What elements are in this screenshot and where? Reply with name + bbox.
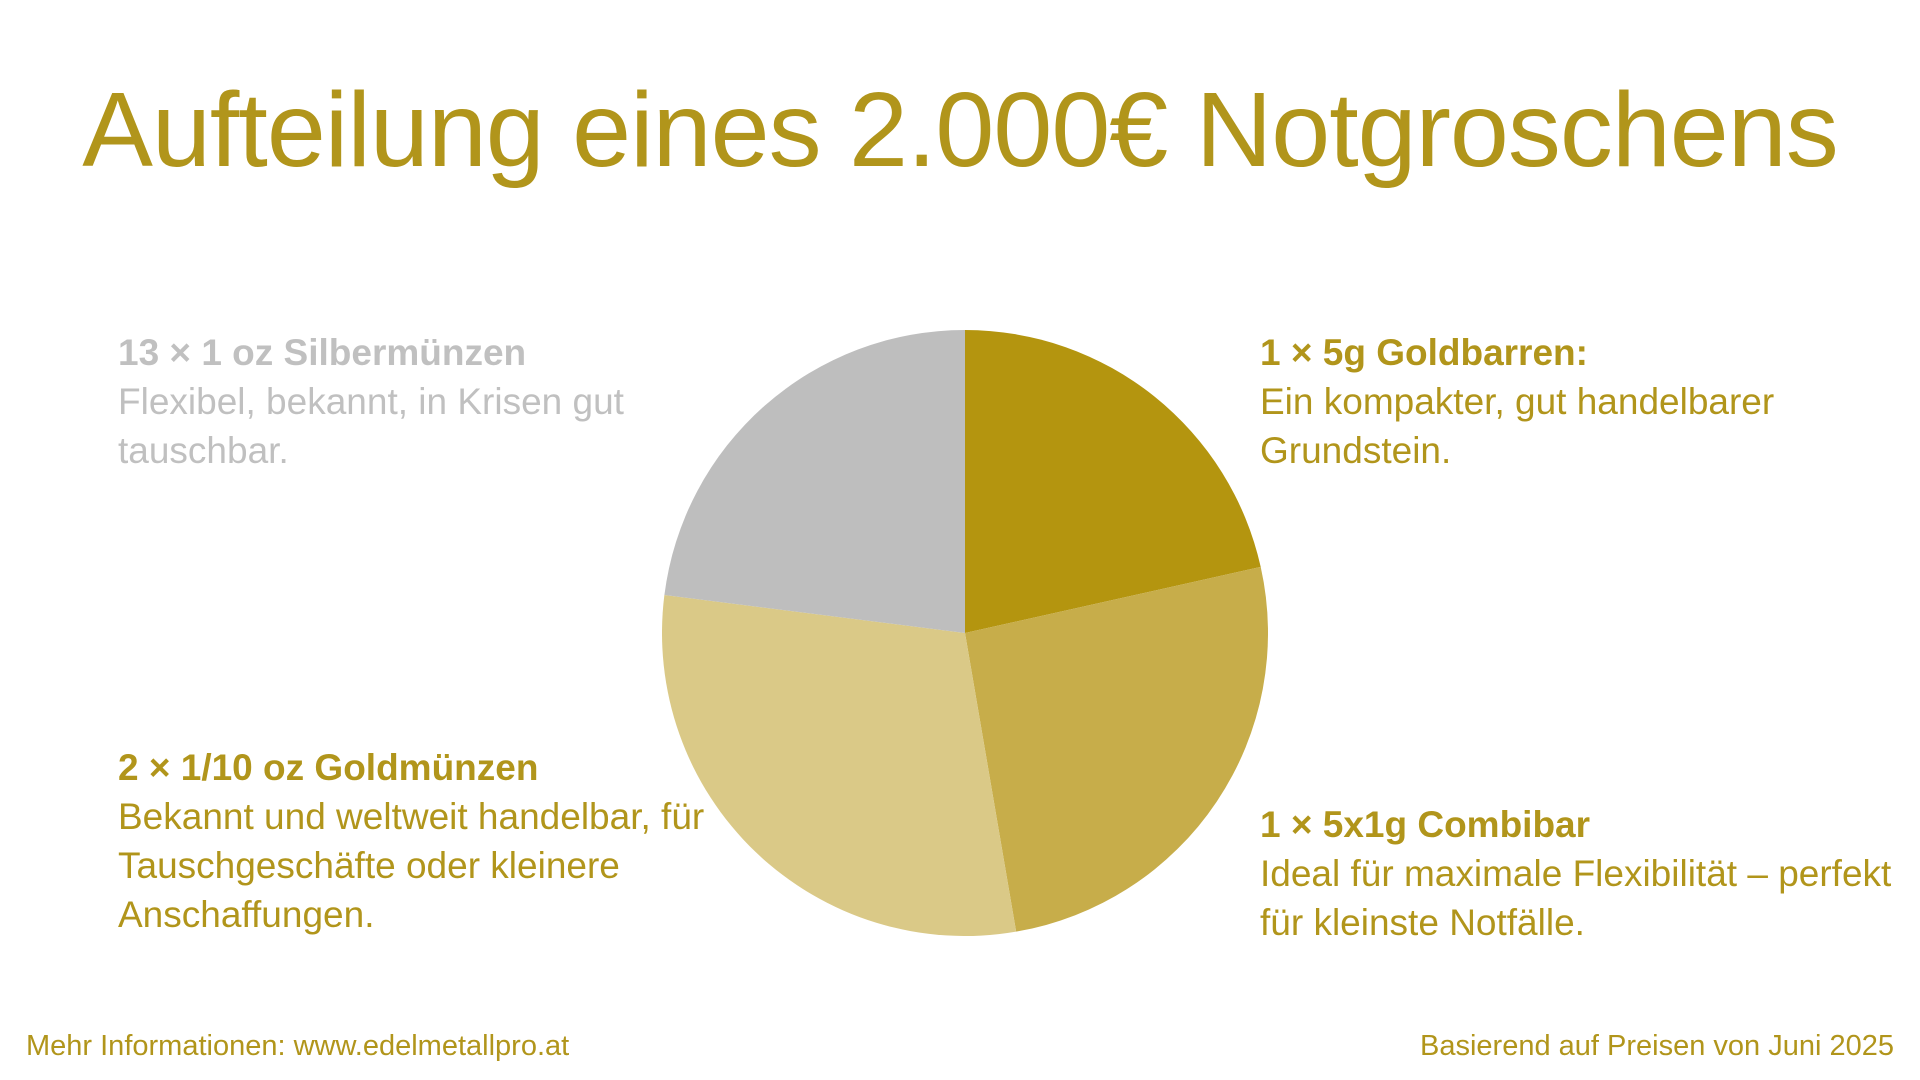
footer-price-note: Basierend auf Preisen von Juni 2025 bbox=[1420, 1030, 1894, 1062]
silver-coins-description: Flexibel, bekannt, in Krisen gut tauschb… bbox=[118, 381, 624, 471]
gold-bar-heading: 1 × 5g Goldbarren: bbox=[1260, 332, 1588, 373]
pie-chart bbox=[650, 318, 1280, 948]
gold-coins-label: 2 × 1/10 oz Goldmünzen Bekannt und weltw… bbox=[118, 743, 758, 939]
slice-silver-coins bbox=[664, 330, 965, 633]
gold-bar-description: Ein kompakter, gut handelbarer Grundstei… bbox=[1260, 381, 1775, 471]
silver-coins-heading: 13 × 1 oz Silbermünzen bbox=[118, 332, 527, 373]
footer-info-link: Mehr Informationen: www.edelmetallpro.at bbox=[26, 1030, 570, 1062]
combibar-label: 1 × 5x1g Combibar Ideal für maximale Fle… bbox=[1260, 800, 1900, 947]
pie-chart-svg bbox=[662, 330, 1268, 936]
slice-gold-bar bbox=[965, 330, 1261, 633]
slice-combibar bbox=[965, 566, 1268, 932]
gold-coins-heading: 2 × 1/10 oz Goldmünzen bbox=[118, 747, 539, 788]
silver-coins-label: 13 × 1 oz Silbermünzen Flexibel, bekannt… bbox=[118, 328, 718, 475]
slice-gold-coins bbox=[662, 595, 1017, 936]
page-title: Aufteilung eines 2.000€ Notgroschens bbox=[82, 71, 1838, 189]
combibar-heading: 1 × 5x1g Combibar bbox=[1260, 804, 1591, 845]
gold-coins-description: Bekannt und weltweit handelbar, für Taus… bbox=[118, 796, 705, 935]
gold-bar-label: 1 × 5g Goldbarren: Ein kompakter, gut ha… bbox=[1260, 328, 1880, 475]
combibar-description: Ideal für maximale Flexibilität – perfek… bbox=[1260, 853, 1892, 943]
